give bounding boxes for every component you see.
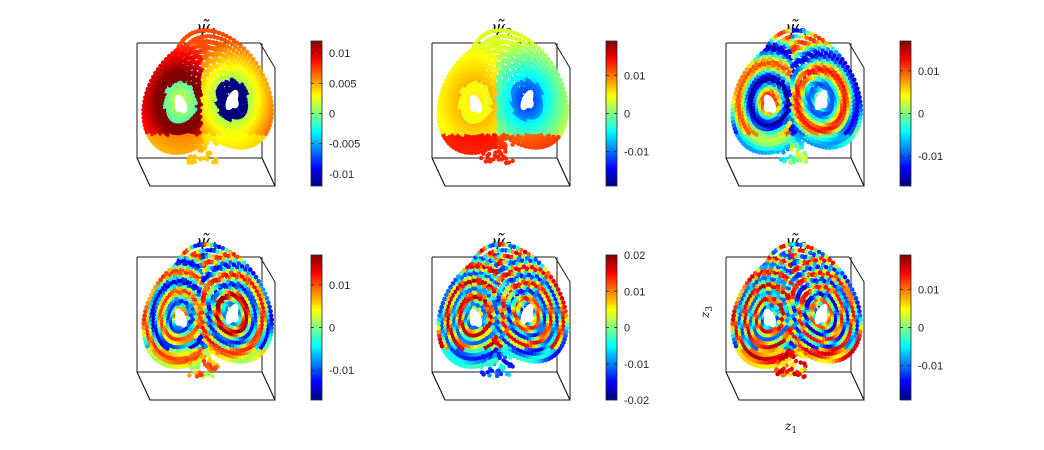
colorbar-tick-label: 0 bbox=[329, 323, 335, 335]
attractor-points bbox=[730, 28, 864, 165]
attractor-points bbox=[141, 28, 275, 165]
colorbar-tick-label: 0 bbox=[329, 109, 335, 121]
colorbar-tick-label: 0.01 bbox=[624, 286, 645, 298]
colorbar: -0.02 -0.01 0 0.01 0.02 bbox=[605, 250, 649, 407]
colorbar-tick-label: 0.005 bbox=[329, 78, 357, 90]
colorbar: -0.01 0 0.01 bbox=[605, 40, 649, 187]
axes-box bbox=[136, 256, 276, 401]
colorbar-tick-label: 0 bbox=[624, 109, 630, 121]
colorbar-gradient bbox=[311, 41, 322, 186]
attractor-points bbox=[730, 242, 864, 379]
colorbar-tick-label: 0.01 bbox=[329, 280, 350, 292]
colorbar-tick-label: -0.01 bbox=[329, 365, 354, 377]
colorbar-tick-label: -0.01 bbox=[918, 361, 943, 373]
colorbar-gradient bbox=[606, 255, 617, 400]
axis-label-z3: z3 bbox=[698, 306, 715, 319]
colorbar-tick-label: 0.01 bbox=[329, 48, 350, 60]
colorbar-tick-label: -0.01 bbox=[624, 147, 649, 159]
axes-box bbox=[725, 256, 865, 401]
colorbar-tick-label: 0 bbox=[918, 109, 924, 121]
attractor-points bbox=[436, 242, 570, 379]
colorbar: -0.01 0 0.01 bbox=[899, 40, 943, 187]
colorbar: -0.01 0 0.01 bbox=[310, 254, 354, 401]
colorbar-tick-label: -0.005 bbox=[329, 139, 360, 151]
attractor-points bbox=[436, 28, 570, 166]
colorbar: -0.01 0 0.01 bbox=[899, 254, 943, 401]
attractor-points bbox=[141, 242, 275, 379]
axes-box bbox=[431, 256, 571, 401]
colorbar-tick-label: 0.01 bbox=[624, 70, 645, 82]
axes-box bbox=[136, 42, 276, 187]
colorbar-tick-label: -0.01 bbox=[918, 151, 943, 163]
axes-box bbox=[431, 42, 571, 187]
colorbar-tick-label: -0.02 bbox=[624, 395, 649, 407]
colorbar-tick-label: 0 bbox=[918, 323, 924, 335]
axes-box bbox=[725, 42, 865, 187]
colorbar-gradient bbox=[606, 41, 617, 186]
colorbar-gradient bbox=[900, 41, 911, 186]
colorbar-tick-label: 0.02 bbox=[624, 250, 645, 262]
colorbar-tick-label: 0.01 bbox=[918, 66, 939, 78]
colorbar-tick-label: 0 bbox=[624, 323, 630, 335]
colorbar-gradient bbox=[900, 255, 911, 400]
colorbar-gradient bbox=[311, 255, 322, 400]
colorbar: -0.01 -0.005 0 0.005 0.01 bbox=[310, 40, 360, 187]
axis-label-z1: z1 bbox=[784, 419, 797, 436]
colorbar-tick-label: 0.01 bbox=[918, 284, 939, 296]
colorbar-tick-label: -0.01 bbox=[329, 169, 354, 181]
colorbar-tick-label: -0.01 bbox=[624, 359, 649, 371]
